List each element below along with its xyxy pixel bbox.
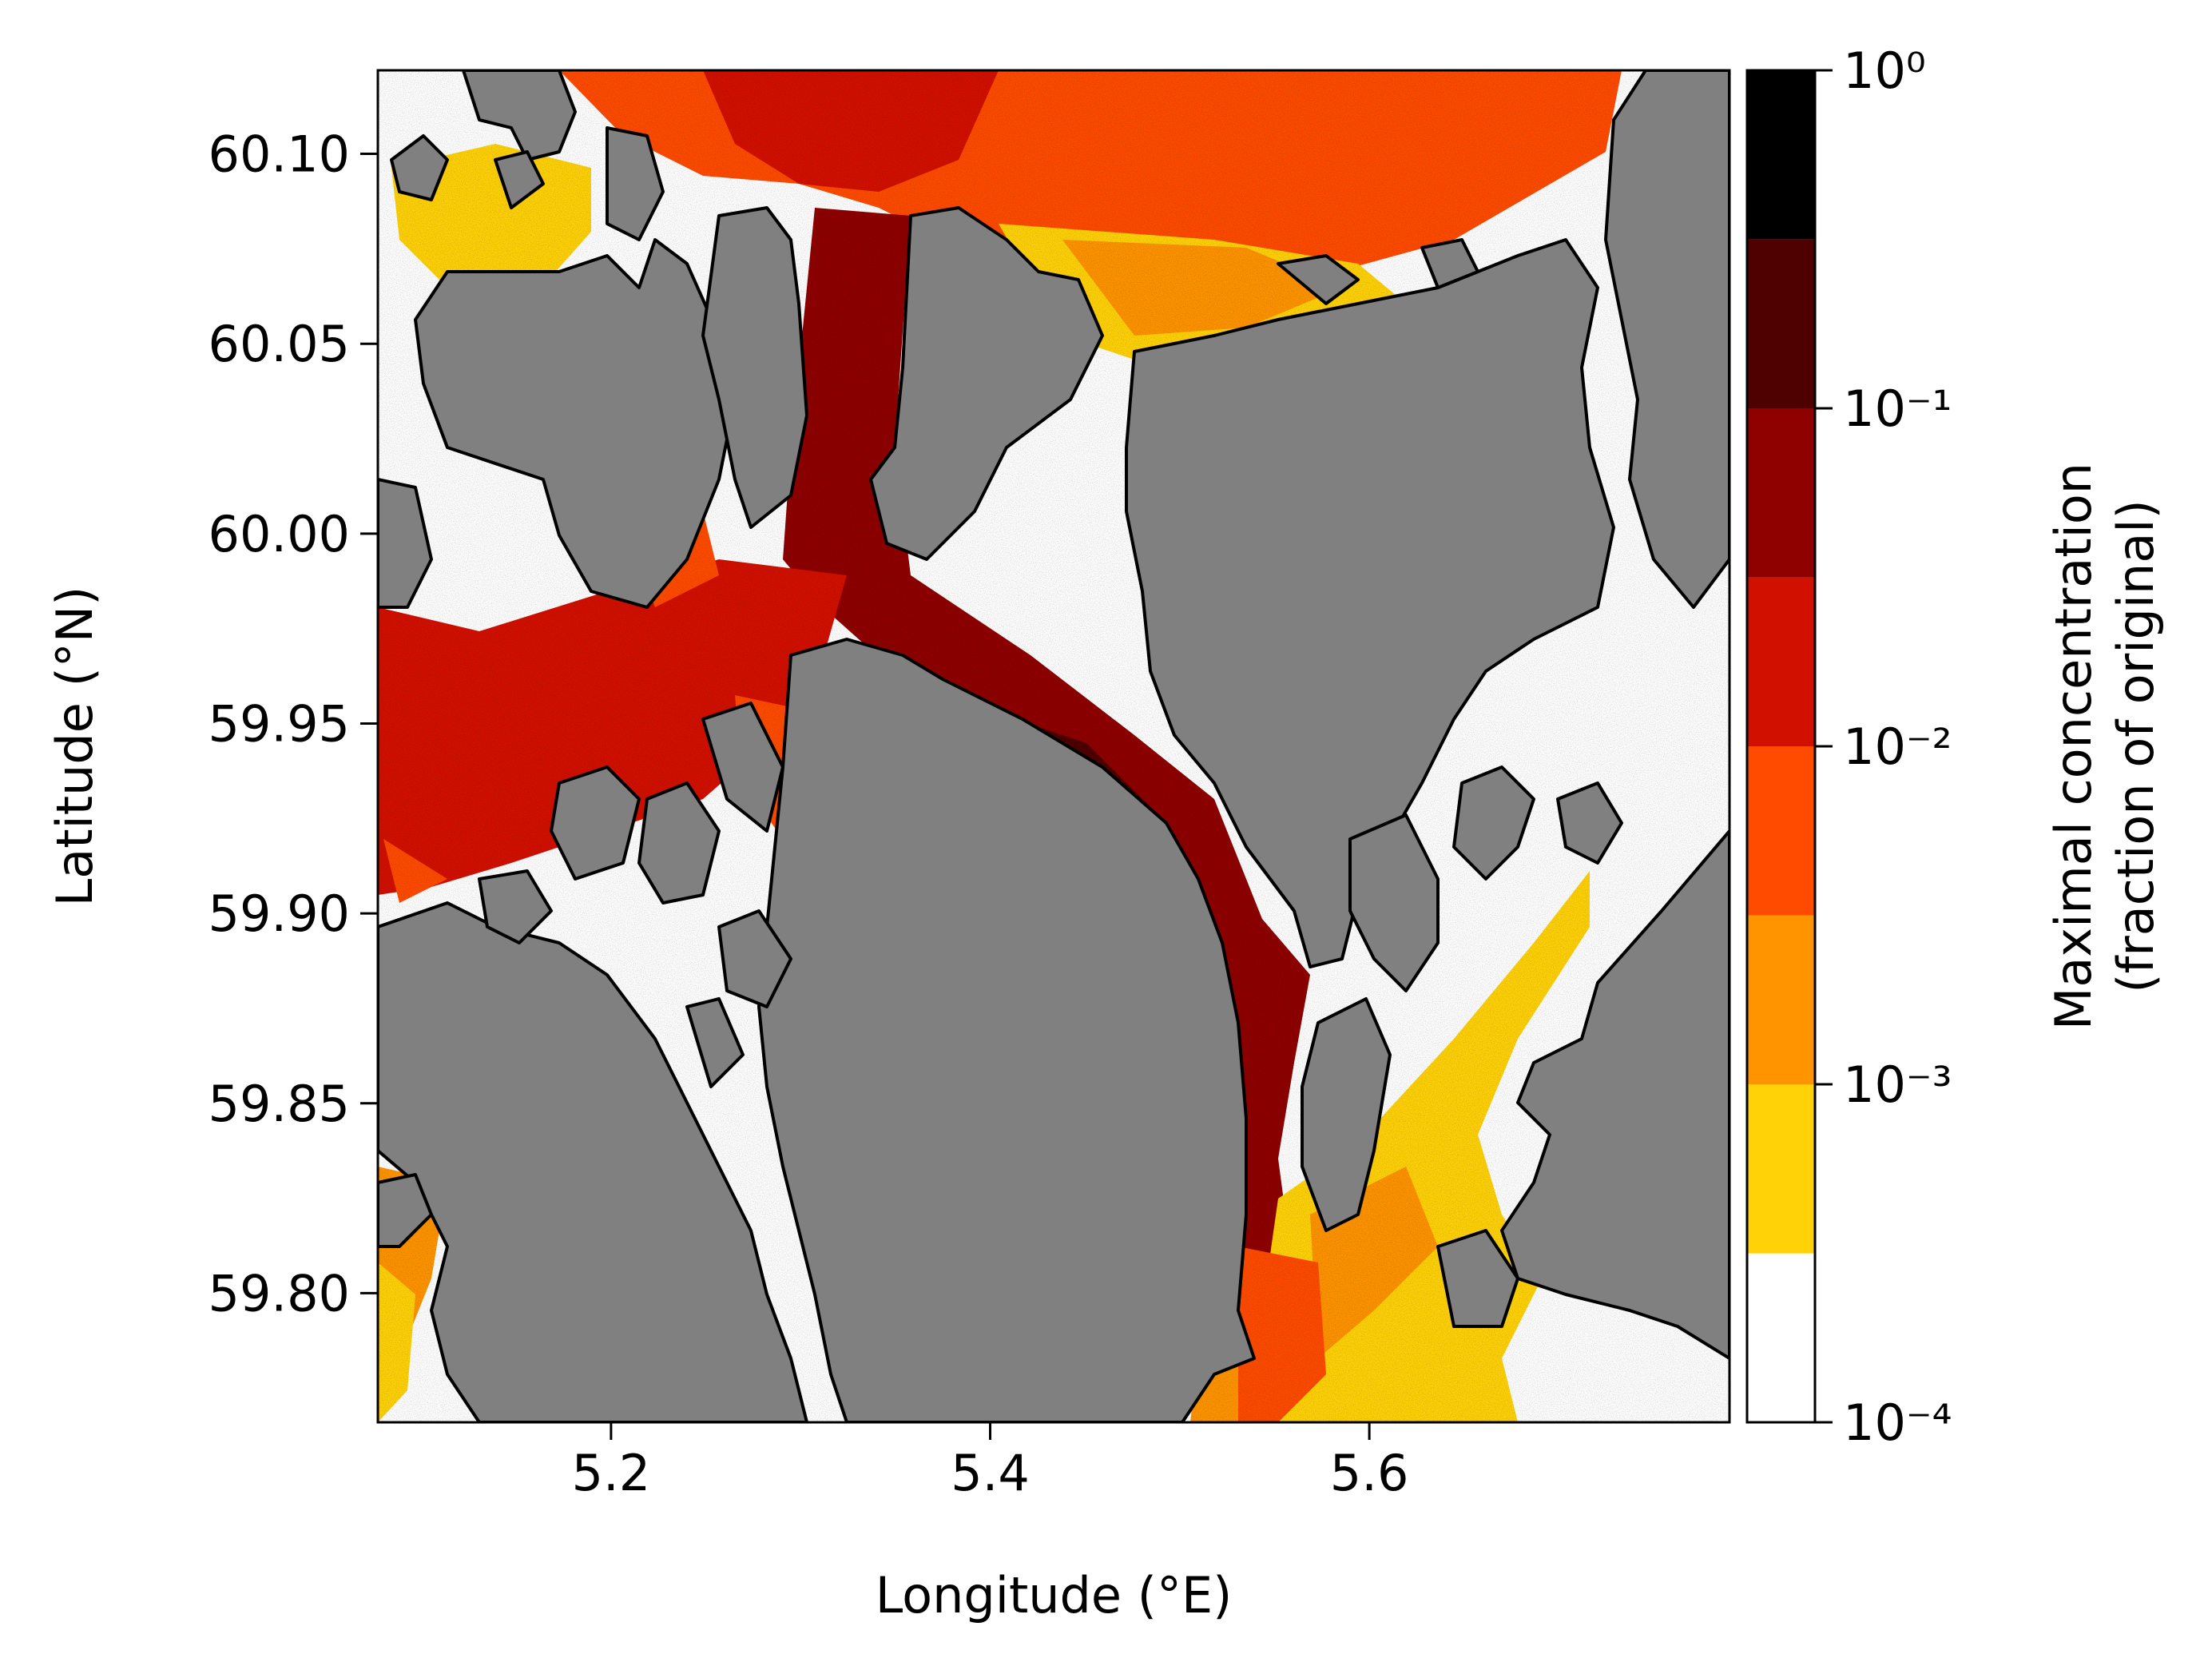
- land-north-small: [462, 70, 577, 161]
- y-tick-label: 59.90: [208, 885, 351, 943]
- land-north-west-strip: [606, 126, 665, 241]
- y-tick-label: 59.85: [208, 1075, 351, 1133]
- colorbar-band: [1747, 239, 1815, 408]
- colorbar-tick-label: 10⁻¹: [1843, 380, 1952, 438]
- colorbar-band: [1747, 1084, 1815, 1254]
- land-southwest-islets: [478, 869, 792, 1088]
- land-north-east-mid: [1277, 238, 1479, 305]
- land-central-large: [757, 638, 1256, 1422]
- y-axis: 59.80 59.85 59.90 59.95 60.00 60.05 60.10: [208, 125, 378, 1322]
- colorbar-bands: [1747, 70, 1815, 1422]
- map-frame: [376, 69, 1731, 1424]
- colorbar-label-line1: Maximal concentration: [2044, 463, 2103, 1030]
- land-east-mid-peninsula: [1348, 813, 1440, 992]
- x-axis: 5.2 5.4 5.6: [572, 1422, 1409, 1502]
- land-northwest-islands: [390, 134, 545, 209]
- land-east-small-island: [1301, 997, 1392, 1232]
- land-east-islands: [1452, 765, 1623, 881]
- y-tick-label: 60.05: [208, 315, 351, 373]
- y-tick-label: 60.00: [208, 505, 351, 563]
- colorbar-tick-label: 10⁻³: [1843, 1056, 1952, 1114]
- land-east-large: [1125, 238, 1615, 968]
- land-west-islands-c: [701, 702, 784, 833]
- land-southwest-corner: [378, 1173, 433, 1248]
- land-southwest-archipelago: [378, 901, 808, 1422]
- colorbar-band: [1747, 408, 1815, 578]
- colorbar-tick-label: 10⁻²: [1843, 718, 1952, 776]
- land-west-islands-b: [550, 765, 721, 905]
- land-nw-peninsula: [414, 238, 737, 609]
- x-tick-label: 5.6: [1330, 1444, 1409, 1502]
- land-north-central: [701, 206, 808, 529]
- x-tick-label: 5.4: [951, 1444, 1030, 1502]
- y-tick-label: 60.10: [208, 125, 351, 184]
- colorbar-tick-label: 10⁻⁴: [1843, 1394, 1952, 1452]
- colorbar-label-line2: (fraction of original): [2107, 499, 2165, 992]
- map-area: [378, 70, 1729, 1422]
- y-tick-label: 59.95: [208, 694, 351, 753]
- colorbar: 10⁻⁴ 10⁻³ 10⁻² 10⁻¹ 10⁰ Maximal concentratio…: [1745, 42, 2165, 1452]
- colorbar-tick-label: 10⁰: [1843, 42, 1926, 100]
- colorbar-ticks: 10⁻⁴ 10⁻³ 10⁻² 10⁻¹ 10⁰: [1815, 42, 1952, 1452]
- land-southeast-low: [1436, 1229, 1519, 1328]
- land-west-islands-a: [378, 478, 433, 609]
- colorbar-band: [1747, 577, 1815, 746]
- y-axis-label: Latitude (°N): [46, 586, 104, 907]
- colorbar-band: [1747, 70, 1815, 240]
- colorbar-band: [1747, 915, 1815, 1084]
- colorbar-band: [1747, 746, 1815, 916]
- y-tick-label: 59.80: [208, 1264, 351, 1322]
- x-tick-label: 5.2: [572, 1444, 651, 1502]
- x-axis-label: Longitude (°E): [876, 1566, 1233, 1624]
- land-far-northeast: [1604, 70, 1729, 609]
- land-northeast-north: [869, 206, 1104, 561]
- land-masses: [378, 70, 1729, 1422]
- colorbar-band: [1747, 1253, 1815, 1422]
